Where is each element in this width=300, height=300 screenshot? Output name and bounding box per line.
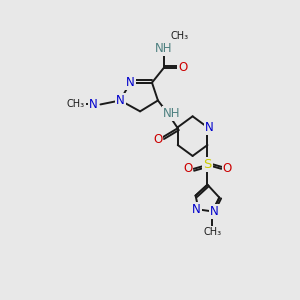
Text: NH: NH bbox=[163, 107, 181, 120]
Text: O: O bbox=[178, 61, 187, 74]
Text: N: N bbox=[126, 76, 135, 89]
Text: NH: NH bbox=[155, 42, 172, 56]
Text: N: N bbox=[205, 121, 214, 134]
Text: N: N bbox=[210, 205, 219, 218]
Text: N: N bbox=[116, 94, 125, 107]
Text: O: O bbox=[183, 162, 192, 175]
Text: O: O bbox=[153, 133, 163, 146]
Text: N: N bbox=[89, 98, 98, 111]
Text: CH₃: CH₃ bbox=[67, 99, 85, 110]
Text: S: S bbox=[203, 158, 212, 171]
Text: CH₃: CH₃ bbox=[203, 227, 221, 237]
Text: CH₃: CH₃ bbox=[171, 31, 189, 41]
Text: N: N bbox=[192, 203, 201, 216]
Text: O: O bbox=[223, 162, 232, 175]
